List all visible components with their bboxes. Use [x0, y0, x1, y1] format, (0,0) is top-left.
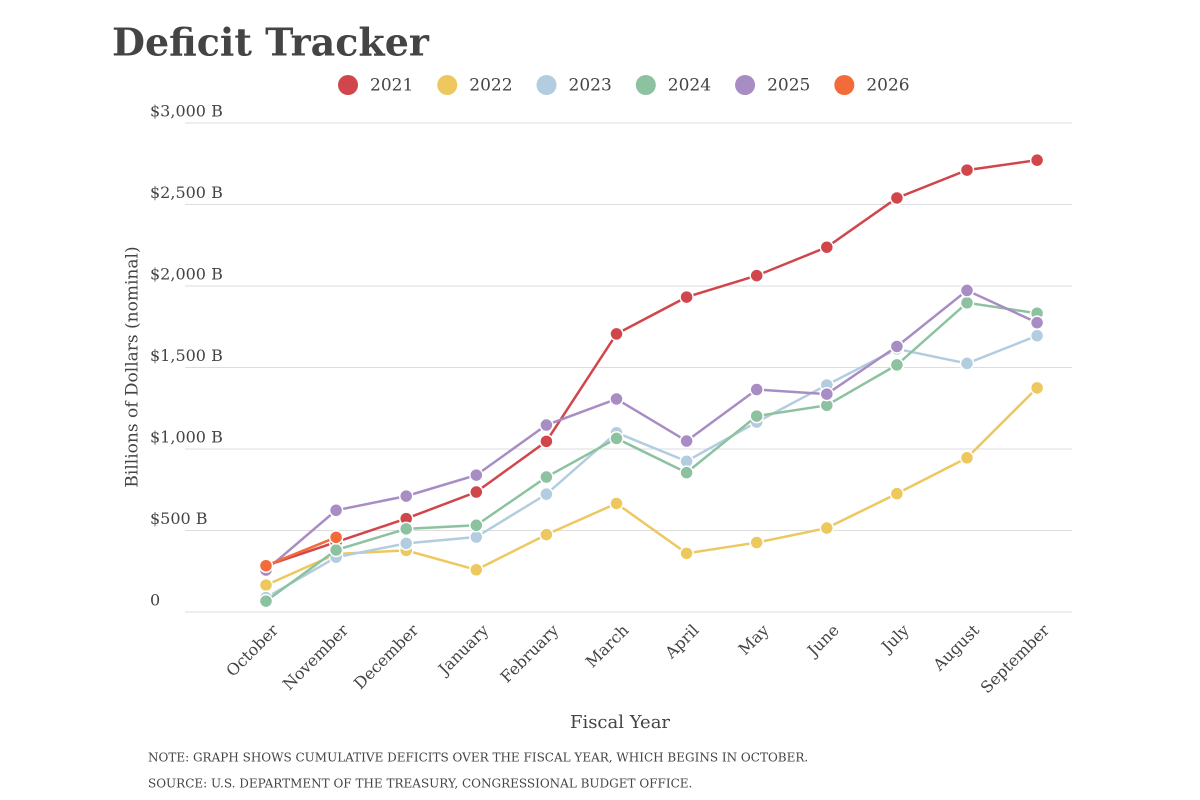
x-tick-label: September: [977, 620, 1054, 697]
legend-label: 2021: [370, 76, 413, 96]
data-point: [328, 542, 344, 558]
data-point: [679, 289, 694, 305]
data-point: [889, 339, 905, 354]
data-point: [679, 546, 694, 561]
data-point: [539, 417, 554, 433]
x-tick-label: November: [279, 620, 353, 694]
data-point: [609, 431, 624, 446]
data-point: [258, 577, 274, 593]
legend-label: 2024: [668, 76, 711, 96]
data-point: [539, 527, 554, 542]
series-line: [265, 158, 1038, 567]
y-tick-label: 0: [150, 591, 160, 610]
data-point: [328, 530, 344, 545]
x-tick-label: January: [433, 621, 492, 680]
data-point: [679, 433, 694, 449]
data-point: [889, 190, 905, 206]
legend-label: 2023: [569, 76, 612, 96]
x-tick-label: February: [497, 621, 563, 687]
data-point: [539, 486, 554, 502]
y-tick-label: $1,500 B: [150, 346, 223, 365]
data-point: [609, 391, 624, 407]
y-axis-title: Billions of Dollars (nominal): [123, 246, 143, 487]
data-point: [1029, 328, 1045, 343]
data-point: [539, 434, 554, 449]
y-tick-label: $2,500 B: [150, 183, 223, 202]
y-tick-label: $3,000 B: [150, 102, 223, 121]
x-tick-label: October: [222, 620, 282, 680]
data-point: [469, 562, 484, 578]
x-tick-label: July: [876, 621, 913, 658]
data-point: [328, 503, 344, 518]
legend-swatch: [834, 75, 855, 95]
legend-swatch: [536, 75, 557, 95]
source: SOURCE: U.S. DEPARTMENT OF THE TREASURY,…: [148, 777, 692, 791]
x-tick-label: May: [735, 621, 773, 659]
x-tick-label: December: [350, 620, 423, 693]
data-point: [539, 469, 554, 485]
x-tick-label: March: [582, 621, 633, 672]
x-axis-title: Fiscal Year: [570, 712, 670, 733]
y-tick-label: $500 B: [150, 509, 208, 528]
data-point: [469, 484, 484, 500]
note: NOTE: GRAPH SHOWS CUMULATIVE DEFICITS OV…: [148, 751, 808, 765]
legend-label: 2025: [767, 76, 810, 96]
data-point: [258, 593, 274, 609]
series-line: [265, 288, 1038, 572]
data-point: [679, 465, 694, 480]
data-point: [749, 408, 764, 424]
legend-swatch: [437, 75, 458, 95]
legend-swatch: [338, 75, 358, 95]
data-point: [959, 162, 975, 178]
y-tick-label: $2,000 B: [150, 265, 223, 284]
data-point: [889, 486, 905, 501]
legend-label: 2026: [866, 76, 909, 96]
data-point: [609, 496, 624, 511]
data-point: [398, 536, 414, 551]
data-point: [959, 283, 975, 298]
data-point: [258, 558, 274, 573]
data-point: [749, 382, 764, 397]
data-point: [398, 521, 414, 537]
series-line: [265, 386, 1038, 587]
data-point: [469, 518, 484, 533]
data-point: [1029, 315, 1045, 330]
series-line: [265, 301, 1038, 603]
legend-label: 2022: [469, 76, 512, 96]
data-point: [889, 357, 905, 373]
data-point: [398, 488, 414, 504]
y-tick-label: $1,000 B: [150, 428, 223, 447]
data-point: [749, 535, 764, 550]
data-point: [959, 356, 975, 371]
x-tick-label: April: [660, 621, 702, 663]
series-line: [265, 536, 337, 567]
legend-swatch: [735, 75, 756, 95]
series-line: [265, 334, 1038, 599]
x-tick-label: August: [929, 620, 984, 675]
data-point: [609, 326, 624, 342]
data-point: [469, 467, 484, 483]
data-point: [819, 520, 835, 536]
data-point: [1029, 380, 1045, 396]
chart-title: Deficit Tracker: [112, 20, 430, 65]
x-tick-label: June: [802, 621, 843, 662]
data-point: [819, 239, 835, 255]
data-point: [959, 450, 975, 466]
legend-swatch: [635, 75, 656, 95]
data-point: [819, 386, 835, 402]
data-point: [959, 295, 975, 311]
data-point: [1029, 152, 1045, 168]
data-point: [749, 268, 764, 283]
